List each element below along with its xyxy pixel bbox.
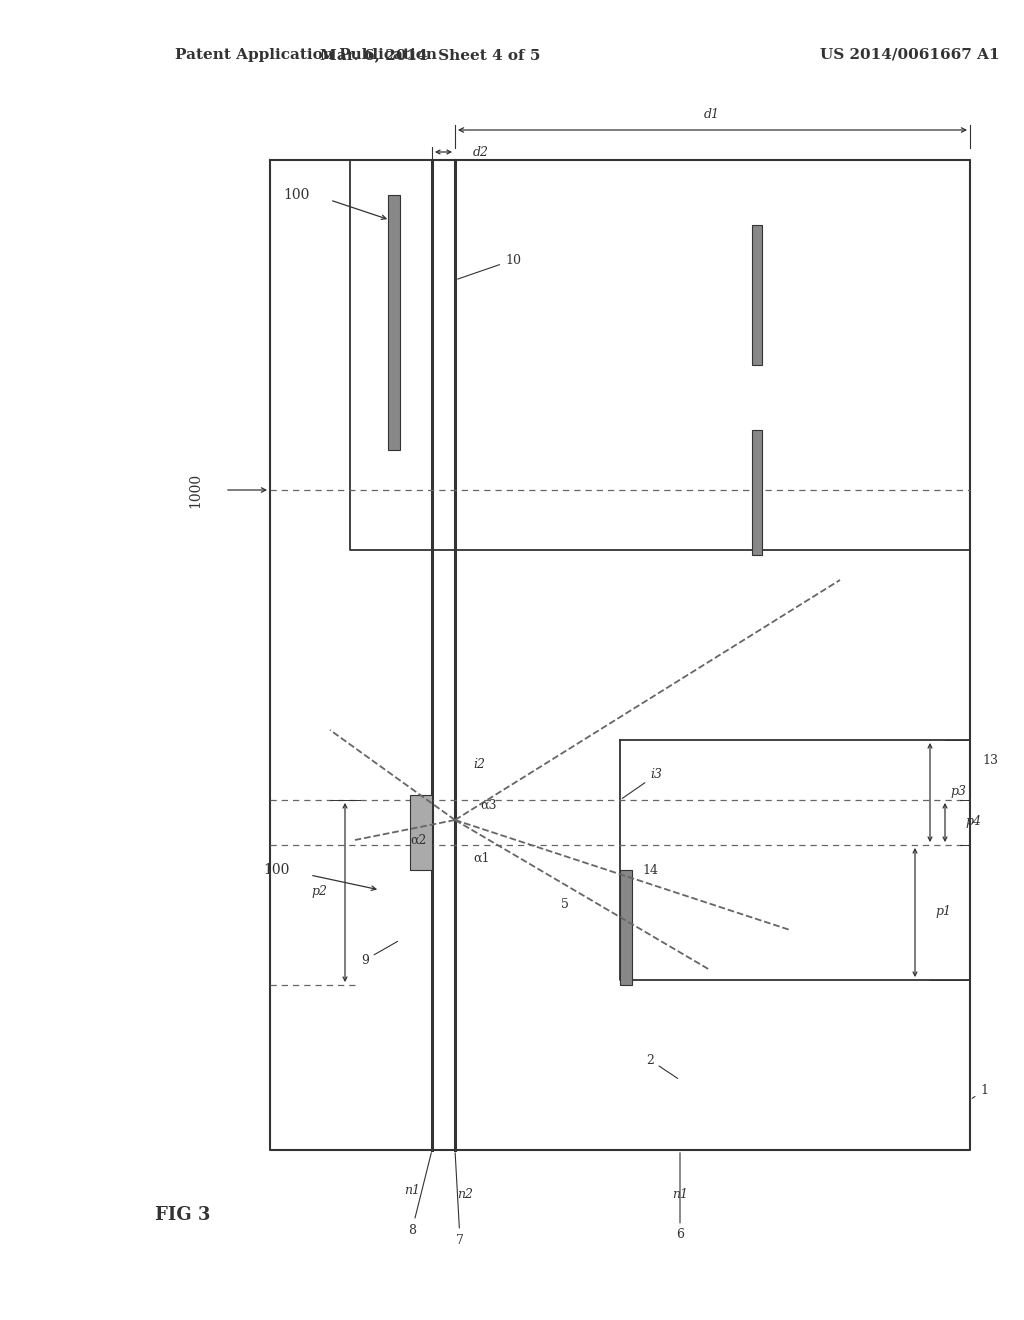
Text: p1: p1 — [935, 906, 951, 919]
Text: 7: 7 — [455, 1152, 464, 1246]
Text: α2: α2 — [411, 833, 427, 846]
Text: d1: d1 — [705, 108, 720, 121]
Text: FIG 3: FIG 3 — [155, 1206, 210, 1224]
Text: 13: 13 — [982, 754, 998, 767]
Text: Mar. 6, 2014  Sheet 4 of 5: Mar. 6, 2014 Sheet 4 of 5 — [319, 48, 541, 62]
Text: i2: i2 — [473, 759, 485, 771]
Text: Patent Application Publication: Patent Application Publication — [175, 48, 437, 62]
Text: α1: α1 — [473, 851, 489, 865]
Text: i3: i3 — [623, 768, 662, 799]
Text: 2: 2 — [646, 1053, 678, 1078]
Text: p3: p3 — [950, 785, 966, 799]
Text: n1: n1 — [404, 1184, 420, 1196]
Text: d2: d2 — [473, 145, 489, 158]
Text: 1000: 1000 — [188, 473, 202, 508]
Bar — [388, 195, 400, 450]
Text: 5: 5 — [561, 899, 569, 912]
Text: n1: n1 — [672, 1188, 688, 1201]
Bar — [620, 870, 632, 985]
Text: 14: 14 — [642, 863, 658, 876]
Text: US 2014/0061667 A1: US 2014/0061667 A1 — [820, 48, 999, 62]
Text: p2: p2 — [311, 886, 327, 899]
Text: 100: 100 — [263, 863, 290, 876]
Text: 10: 10 — [458, 253, 521, 279]
Text: 6: 6 — [676, 1152, 684, 1242]
Text: p4: p4 — [965, 816, 981, 829]
Bar — [752, 430, 762, 554]
Bar — [752, 224, 762, 366]
Text: 1: 1 — [972, 1084, 988, 1098]
Text: 9: 9 — [361, 941, 397, 966]
Text: α3: α3 — [480, 799, 497, 812]
Text: n2: n2 — [457, 1188, 473, 1201]
Bar — [410, 795, 432, 870]
Text: 8: 8 — [408, 1152, 431, 1237]
Text: 100: 100 — [284, 187, 310, 202]
